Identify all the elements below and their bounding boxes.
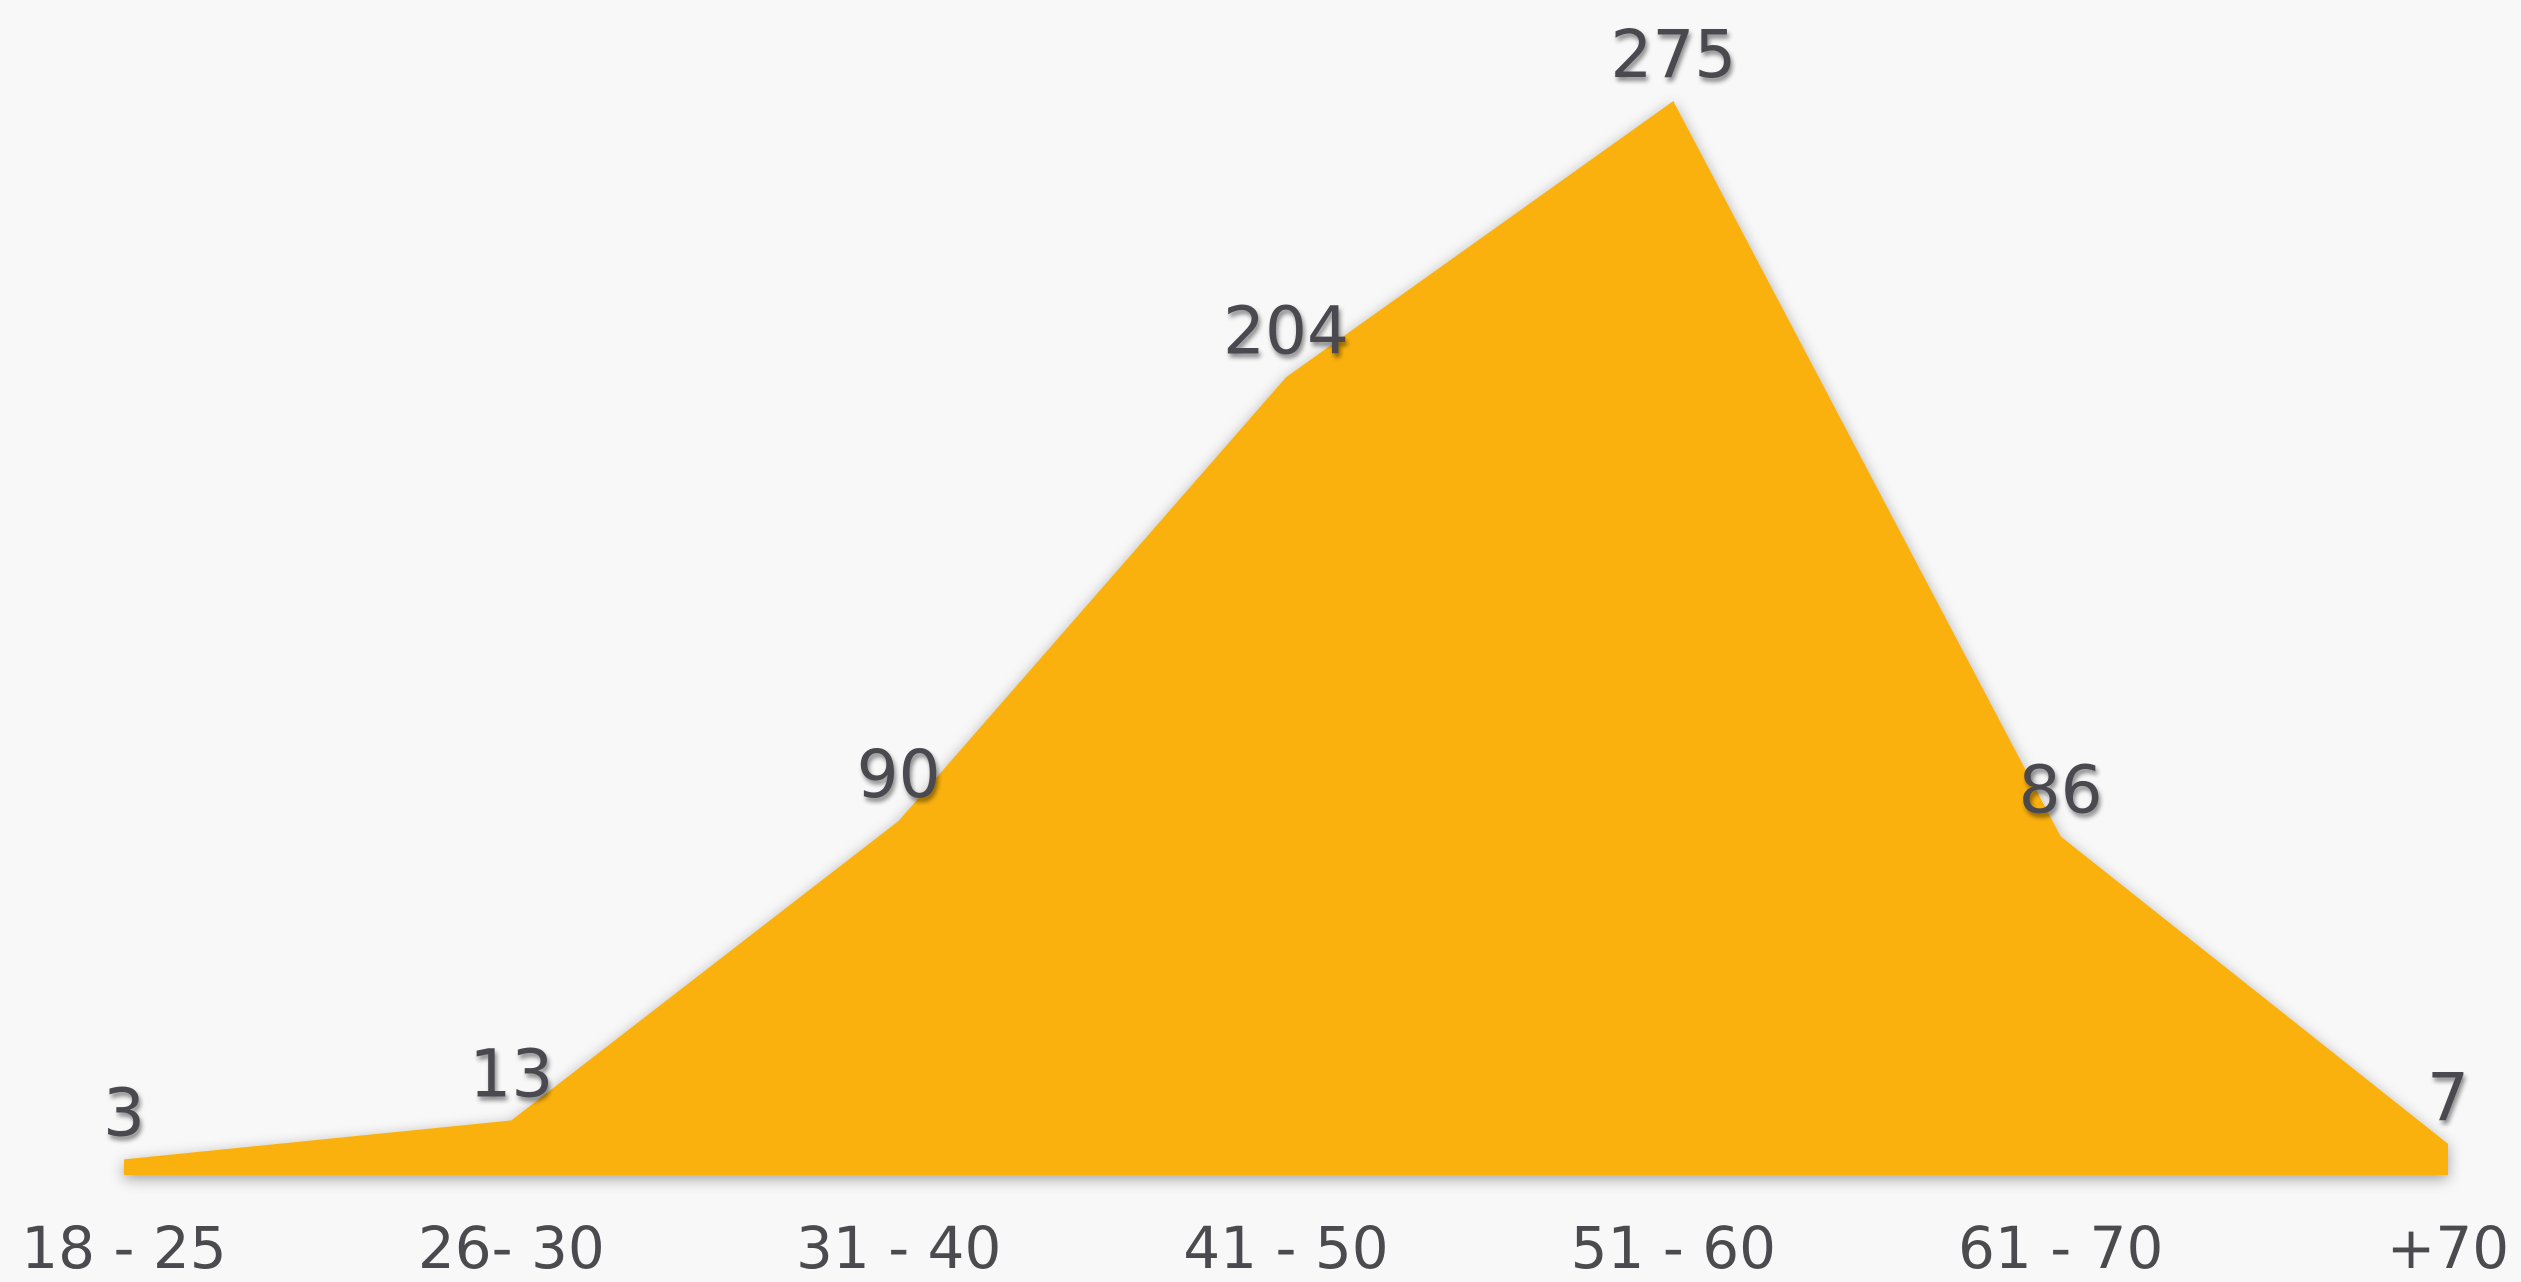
x-tick-label-5: 61 - 70 xyxy=(1958,1214,2163,1282)
data-label-5: 86 xyxy=(2019,751,2103,828)
x-tick-label-3: 41 - 50 xyxy=(1183,1214,1388,1282)
data-label-0: 3 xyxy=(103,1074,145,1151)
x-tick-label-4: 51 - 60 xyxy=(1571,1214,1776,1282)
x-axis-tick-labels: 18 - 25 26- 30 31 - 40 41 - 50 51 - 60 61 - 7… xyxy=(21,1214,2509,1282)
x-tick-label-6: +70 xyxy=(2387,1214,2509,1282)
data-label-3: 204 xyxy=(1223,292,1349,369)
x-tick-label-0: 18 - 25 xyxy=(21,1214,226,1282)
data-label-6: 7 xyxy=(2427,1059,2469,1136)
data-label-2: 90 xyxy=(857,736,941,813)
x-tick-label-2: 31 - 40 xyxy=(796,1214,1001,1282)
area-series xyxy=(124,101,2448,1175)
x-tick-label-1: 26- 30 xyxy=(418,1214,605,1282)
data-label-4: 275 xyxy=(1610,16,1736,93)
data-label-1: 13 xyxy=(469,1035,553,1112)
data-labels: 3 13 90 204 275 86 7 xyxy=(103,16,2469,1151)
